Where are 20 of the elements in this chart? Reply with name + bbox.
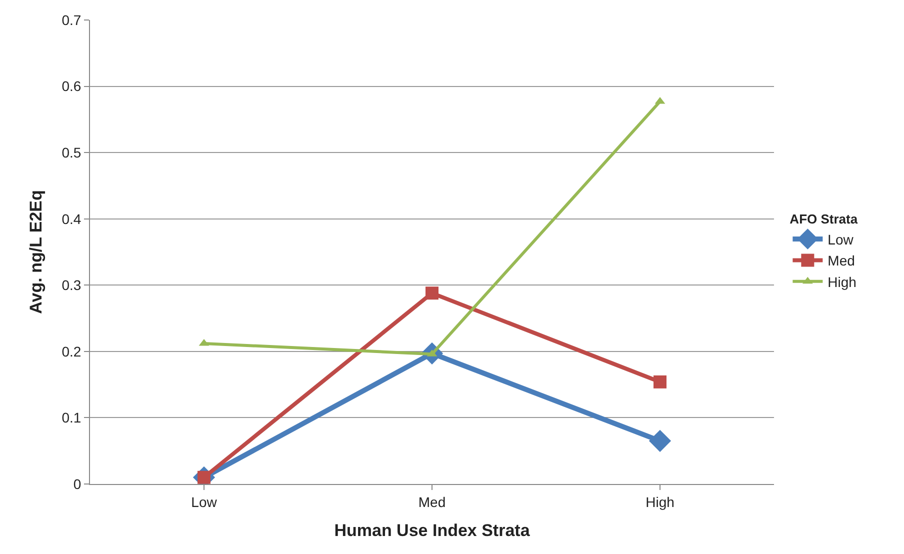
y-tick-label: 0.3 — [62, 277, 82, 294]
y-tick-label: 0.6 — [62, 78, 82, 94]
point — [648, 430, 672, 452]
y-tick-label: 0.5 — [62, 144, 82, 160]
legend-label: Med — [828, 252, 855, 269]
x-axis-title: Human Use Index Strata — [334, 521, 530, 540]
y-tick-label: 0.2 — [62, 343, 82, 360]
y-tick-label: 0 — [73, 476, 82, 492]
x-tick-label: Med — [418, 494, 446, 510]
legend-label: High — [828, 274, 856, 290]
y-tick-label: 0.1 — [62, 410, 82, 426]
x-tick-label: Low — [191, 494, 218, 510]
point — [654, 375, 666, 388]
point — [426, 286, 438, 300]
y-tick-label: 0.4 — [62, 210, 82, 227]
legend-title: AFO Strata — [790, 211, 858, 226]
y-tick-label: 0.7 — [62, 12, 82, 28]
legend-label: Low — [828, 231, 854, 248]
x-tick-label: High — [646, 494, 674, 510]
y-axis-title: Avg. ng/L E2Eq — [26, 190, 46, 314]
